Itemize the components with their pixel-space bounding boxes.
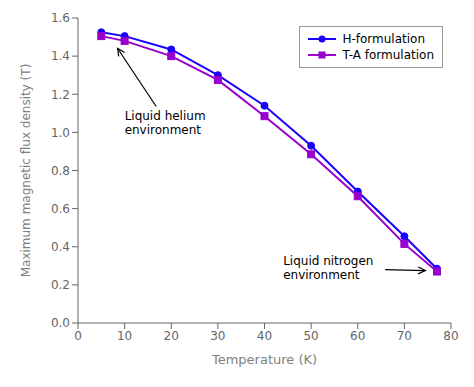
svg-text:Temperature (K): Temperature (K) [211, 352, 317, 367]
svg-text:1.2: 1.2 [51, 88, 70, 102]
svg-text:1.0: 1.0 [51, 126, 70, 140]
html-text:T-A formulation: T-A formulation [342, 48, 434, 62]
svg-text:10: 10 [117, 329, 132, 343]
svg-text:40: 40 [257, 329, 272, 343]
svg-text:60: 60 [350, 329, 365, 343]
svg-text:0.2: 0.2 [51, 278, 70, 292]
svg-text:30: 30 [210, 329, 225, 343]
svg-text:Maximum magnetic flux density: Maximum magnetic flux density (T) [19, 64, 33, 278]
html-text:H-formulation: H-formulation [342, 32, 425, 46]
svg-text:20: 20 [164, 329, 179, 343]
svg-text:50: 50 [303, 329, 318, 343]
svg-text:1.6: 1.6 [51, 11, 70, 25]
svg-text:1.4: 1.4 [51, 49, 70, 63]
svg-text:0.4: 0.4 [51, 240, 70, 254]
svg-text:0.8: 0.8 [51, 164, 70, 178]
svg-text:80: 80 [443, 329, 458, 343]
svg-text:0.6: 0.6 [51, 202, 70, 216]
svg-text:Liquid nitrogenenvironment: Liquid nitrogenenvironment [283, 254, 373, 282]
svg-text:70: 70 [397, 329, 412, 343]
svg-text:Liquid heliumenvironment: Liquid heliumenvironment [125, 109, 206, 137]
svg-text:0: 0 [74, 329, 82, 343]
svg-text:0.0: 0.0 [51, 316, 70, 330]
